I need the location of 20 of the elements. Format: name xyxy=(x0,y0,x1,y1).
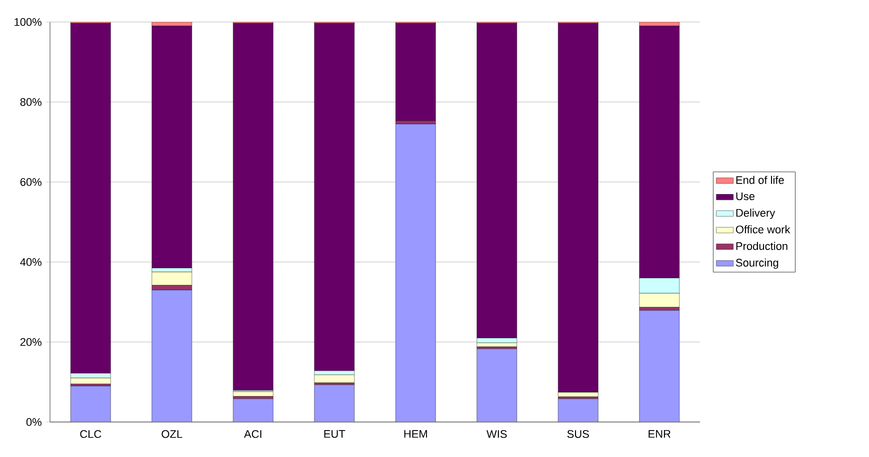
x-tick-label: CLC xyxy=(80,430,102,438)
x-tick-label: OZL xyxy=(162,430,182,438)
y-tick-label: 20% xyxy=(20,338,42,346)
x-tick-label: SUS xyxy=(567,430,589,438)
x-tick-label: HEM xyxy=(404,430,427,438)
y-tick-label: 100% xyxy=(14,18,42,26)
y-tick-label: 0% xyxy=(26,418,42,426)
legend-label: Delivery xyxy=(736,208,776,219)
y-tick-label: 40% xyxy=(20,258,42,266)
legend-label: Office work xyxy=(736,225,790,234)
x-tick-label: WIS xyxy=(486,430,507,438)
legend-label: Use xyxy=(736,192,755,200)
x-tick-label: EUT xyxy=(324,430,346,438)
legend-label: Sourcing xyxy=(736,258,778,269)
y-tick-label: 60% xyxy=(20,178,42,186)
y-tick-label: 80% xyxy=(20,98,42,106)
x-tick-label: ACI xyxy=(244,430,262,438)
x-tick-label: ENR xyxy=(648,430,670,438)
legend-label: End of life xyxy=(736,176,784,184)
legend-label: Production xyxy=(736,242,788,250)
